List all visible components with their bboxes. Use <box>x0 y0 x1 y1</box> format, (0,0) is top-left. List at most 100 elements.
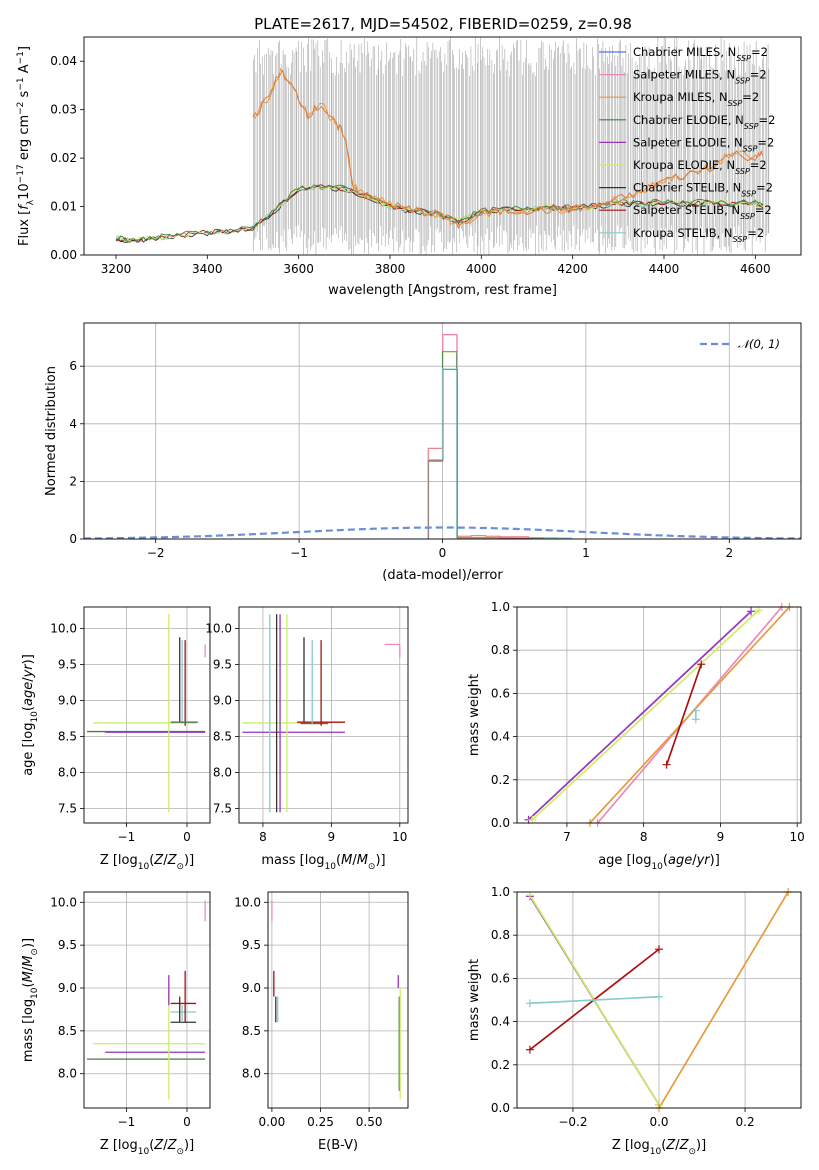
y-axis-label: mass [log10(M/M⊙)] <box>21 938 40 1062</box>
label-part: ( <box>336 853 341 868</box>
label-part: Z <box>167 853 178 868</box>
label-part: 10 <box>651 862 663 872</box>
legend-entry: Kroupa MILES, NSSP=2 <box>633 90 759 108</box>
x-tick-label: 4600 <box>740 262 771 276</box>
y-tick-label: 0.4 <box>491 730 510 744</box>
legend-name: Kroupa ELODIE, N <box>633 158 735 172</box>
legend-name: Chabrier STELIB, N <box>633 181 741 195</box>
label-part: / <box>675 1138 680 1153</box>
label-part: 10 <box>138 1147 150 1157</box>
plot-area <box>529 892 789 1108</box>
y-tick-label: 1.0 <box>491 600 510 614</box>
x-tick-label: −1 <box>290 546 308 560</box>
label-part: age <box>21 682 36 706</box>
y-tick-label: 0.6 <box>491 971 510 985</box>
legend-entry: Salpeter STELIB, NSSP=2 <box>633 203 772 221</box>
weight-line-kroupa-miles <box>658 892 789 1108</box>
y-axis-label: Flux [fλ10−17 erg cm−2 s−1 A−1] <box>16 46 36 246</box>
y-tick-label: 8.0 <box>58 1067 77 1081</box>
legend-sub: SSP <box>740 212 755 221</box>
y-tick-label: 0.2 <box>491 1058 510 1072</box>
plot-area <box>87 900 206 1100</box>
legend-name: Kroupa STELIB, N <box>633 226 733 240</box>
y-tick-label: 8.0 <box>58 766 77 780</box>
label-part: ( <box>663 853 668 868</box>
x-axis-label: (data-model)/error <box>382 568 503 583</box>
legend-value: =2 <box>747 226 764 240</box>
legend-value: =2 <box>759 113 776 127</box>
label-part: ⊙ <box>688 1147 696 1157</box>
y-tick-label: 0.00 <box>50 248 77 262</box>
legend-value: =2 <box>757 135 774 149</box>
label-part: ( <box>149 853 154 868</box>
y-tick-label: 9.0 <box>58 694 77 708</box>
label-part: E(B-V) <box>318 1138 358 1153</box>
y-tick-label: 6 <box>69 359 77 373</box>
weight-line-salpeter-stelib <box>665 663 703 765</box>
y-tick-label: 8.5 <box>213 730 232 744</box>
x-tick-label: 7 <box>563 830 571 844</box>
label-part: 10 <box>325 862 337 872</box>
y-tick-label: 0.03 <box>50 103 77 117</box>
legend-name: Salpeter ELODIE, N <box>633 135 743 149</box>
legend-sub: SSP <box>728 99 743 108</box>
y-tick-label: 8.0 <box>242 1067 261 1081</box>
label-part: 10 <box>30 987 40 999</box>
x-tick-label: 0 <box>439 546 447 560</box>
x-axis-label: E(B-V) <box>318 1138 358 1153</box>
legend-name: Chabrier MILES, N <box>633 45 736 59</box>
label-part: λ <box>26 199 36 205</box>
label-part: ⊙ <box>176 1147 184 1157</box>
y-tick-label: 10.0 <box>205 622 232 636</box>
x-tick-label: 3200 <box>101 262 132 276</box>
legend-name: Kroupa MILES, N <box>633 90 728 104</box>
x-tick-label: 0.50 <box>356 1115 383 1129</box>
y-tick-label: 7.5 <box>58 802 77 816</box>
label-part: f <box>17 203 32 210</box>
label-part: Z [log <box>100 1138 138 1153</box>
label-part: Z [log <box>612 1138 650 1153</box>
histogram-overlay <box>428 351 573 539</box>
y-tick-label: 0.8 <box>491 928 510 942</box>
label-part: )] <box>21 938 36 948</box>
y-tick-label: 1.0 <box>491 885 510 899</box>
axes-frame <box>83 891 211 1109</box>
label-part: yr <box>21 663 36 679</box>
axes-frame <box>83 36 802 256</box>
label-part: ( <box>661 1138 666 1153</box>
label-part: yr <box>696 853 712 868</box>
label-part: ⊙ <box>368 862 376 872</box>
x-tick-label: 2 <box>725 546 733 560</box>
y-axis-label: mass weight <box>467 674 482 756</box>
x-tick-label: 4000 <box>466 262 497 276</box>
x-tick-label: 10 <box>392 830 407 844</box>
x-axis-label: wavelength [Angstrom, rest frame] <box>328 283 557 298</box>
label-part: / <box>163 1138 168 1153</box>
label-part: −2 <box>16 102 26 115</box>
x-tick-label: 0 <box>183 830 191 844</box>
legend-sub: SSP <box>741 189 756 198</box>
x-tick-label: 4400 <box>649 262 680 276</box>
legend-sub: SSP <box>736 54 751 63</box>
label-part: )] <box>696 1138 706 1153</box>
label-part: Z [log <box>100 853 138 868</box>
legend-value: =2 <box>750 158 767 172</box>
legend-value: =2 <box>755 203 772 217</box>
x-tick-label: 0.2 <box>736 1115 755 1129</box>
y-tick-label: 0.0 <box>491 1101 510 1115</box>
label-part: M <box>21 956 36 967</box>
histogram-salpeter-miles <box>427 333 573 539</box>
label-part: ( <box>21 982 36 987</box>
panel-mass_vs_Z: −1 08.08.59.09.510.0Z [log10(Z/Z⊙)]mass [… <box>21 891 211 1157</box>
axes-frame <box>516 891 802 1109</box>
label-part: )] <box>184 1138 194 1153</box>
axes-frame <box>516 606 802 824</box>
model-line-miles <box>252 67 764 226</box>
label-part: s <box>17 90 32 101</box>
x-tick-label: 8 <box>259 830 267 844</box>
x-axis-label: mass [log10(M/M⊙)] <box>261 853 385 872</box>
legend-sub: SSP <box>743 144 758 153</box>
histogram-chabrier-elodie <box>427 351 573 539</box>
